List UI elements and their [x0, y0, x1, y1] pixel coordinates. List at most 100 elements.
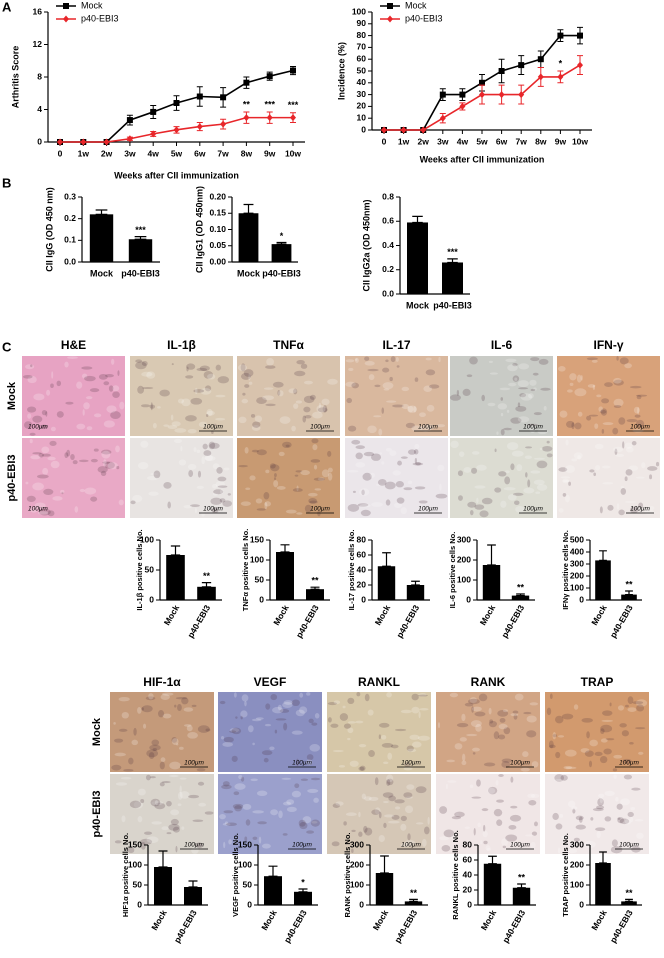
tissue-texture [392, 404, 404, 408]
tissue-texture [575, 824, 586, 830]
tissue-texture [466, 733, 478, 737]
tissue-texture [25, 364, 35, 370]
marker [150, 108, 157, 115]
tissue-texture [238, 416, 247, 424]
tissue-texture [381, 743, 394, 748]
tissue-texture [601, 429, 605, 434]
tissue-texture [368, 796, 379, 801]
tissue-texture [317, 407, 328, 413]
tissue-texture [46, 389, 51, 396]
tissue-texture [30, 364, 33, 368]
tissue-texture [533, 457, 545, 460]
error-bar [447, 258, 458, 264]
tissue-texture [634, 414, 641, 418]
tissue-texture [466, 374, 473, 378]
tissue-texture [630, 506, 639, 514]
marker [498, 68, 505, 74]
tissue-texture [240, 501, 251, 506]
y-axis-label: RANK positive cells No. [343, 832, 352, 917]
y-tick-label: 300 [457, 534, 471, 544]
tissue-texture [396, 365, 400, 368]
tissue-texture [363, 825, 368, 833]
tissue-texture [343, 723, 351, 729]
tissue-texture [374, 807, 381, 815]
tissue-texture [128, 757, 134, 765]
tissue-texture [251, 718, 262, 722]
tissue-texture [358, 811, 361, 818]
tissue-texture [500, 412, 504, 417]
tissue-texture [263, 492, 270, 500]
tissue-texture [488, 360, 493, 364]
legend-marker [387, 15, 393, 23]
tissue-texture [593, 472, 597, 477]
tissue-texture [616, 503, 620, 510]
tissue-texture [481, 394, 485, 402]
y-tick-label: 0 [579, 899, 584, 909]
tissue-texture [387, 752, 393, 760]
tissue-texture [241, 398, 249, 404]
tissue-texture [649, 474, 653, 480]
tissue-texture [604, 382, 613, 387]
tissue-texture [414, 377, 419, 382]
tissue-texture [331, 841, 340, 847]
tissue-texture [512, 492, 524, 496]
tissue-texture [636, 704, 645, 712]
bar [595, 560, 611, 600]
y-tick-label: 0 [247, 899, 252, 909]
tissue-texture [588, 760, 593, 768]
tissue-texture [196, 768, 206, 772]
tissue-texture [270, 809, 279, 816]
tissue-texture [159, 782, 165, 787]
tissue-texture [188, 470, 194, 478]
tissue-texture [84, 487, 97, 495]
tissue-texture [283, 700, 293, 705]
tissue-texture [245, 487, 251, 490]
tissue-texture [191, 704, 197, 708]
tissue-texture [469, 510, 474, 516]
y-axis-label: TRAP positive cells No. [561, 833, 570, 917]
tissue-texture [629, 385, 642, 389]
tissue-texture [530, 357, 540, 362]
error-bar [599, 550, 607, 561]
tissue-texture [161, 826, 169, 831]
tissue-texture [528, 393, 534, 399]
tissue-texture [561, 713, 574, 720]
tissue-texture [229, 730, 237, 733]
tissue-texture [311, 722, 318, 726]
error-bar [412, 215, 423, 224]
tissue-texture [327, 378, 338, 385]
tissue-texture [415, 822, 424, 825]
tissue-texture [256, 508, 266, 511]
tissue-texture [313, 464, 318, 470]
tissue-texture [530, 793, 540, 798]
tissue-texture [186, 725, 193, 732]
tissue-texture [282, 833, 288, 836]
tissue-texture [157, 406, 161, 409]
tissue-texture [104, 461, 115, 469]
tissue-texture [45, 411, 48, 417]
tissue-texture [471, 796, 482, 799]
tissue-texture [83, 402, 90, 410]
tissue-texture [507, 442, 519, 451]
tissue-texture [425, 357, 432, 361]
tissue-texture [294, 783, 300, 789]
tissue-texture [191, 846, 199, 854]
significance: * [559, 58, 563, 68]
tissue-texture [436, 424, 446, 428]
tissue-texture [193, 389, 205, 393]
tissue-texture [631, 846, 641, 853]
tissue-texture [250, 778, 258, 782]
x-tick-label: 10w [285, 148, 301, 158]
tissue-texture [475, 723, 482, 732]
tissue-texture [533, 821, 538, 827]
tissue-texture [498, 774, 504, 777]
tissue-texture [112, 385, 120, 392]
tissue-texture [462, 753, 466, 762]
tissue-texture [100, 470, 107, 476]
tissue-texture [412, 741, 422, 748]
tissue-texture [352, 490, 356, 493]
y-tick-label: 0 [579, 594, 584, 604]
tissue-texture [531, 761, 539, 768]
x-tick-label: p40-EBI3 [394, 603, 421, 640]
marker [420, 126, 427, 134]
